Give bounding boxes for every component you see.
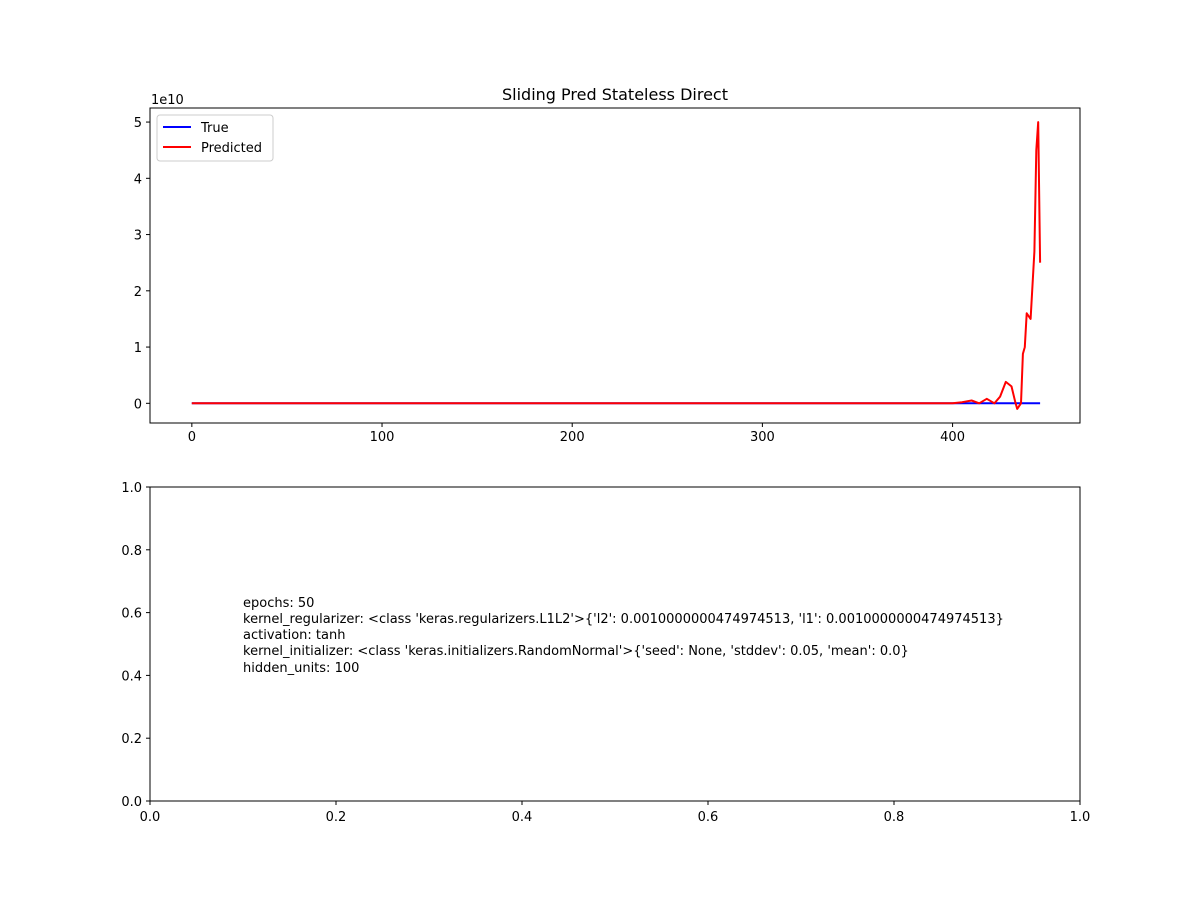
y-tick-label: 0.6 <box>121 607 142 622</box>
chart-title: Sliding Pred Stateless Direct <box>502 85 728 104</box>
y-tick-label: 0.2 <box>121 732 142 747</box>
bottom-y-ticks: 0.0 0.2 0.4 0.6 0.8 1.0 <box>121 481 150 810</box>
y-tick-label: 2 <box>134 285 142 300</box>
y-tick-label: 1 <box>134 341 142 356</box>
y-tick-label: 4 <box>134 172 142 187</box>
y-tick-label: 5 <box>134 116 142 131</box>
bottom-axes-frame <box>149 486 1081 802</box>
y-tick-label: 1.0 <box>121 481 142 496</box>
note-line: epochs: 50 <box>243 596 314 611</box>
x-tick-label: 0.8 <box>884 810 905 825</box>
x-tick-label: 100 <box>370 430 395 445</box>
bottom-x-ticks: 0.0 0.2 0.4 0.6 0.8 1.0 <box>140 801 1091 825</box>
note-line: kernel_regularizer: <class 'keras.regula… <box>243 612 1004 627</box>
y-tick-label: 0.0 <box>121 795 142 810</box>
legend: True Predicted <box>156 114 274 162</box>
x-tick-label: 400 <box>940 430 965 445</box>
legend-label-predicted: Predicted <box>201 141 262 156</box>
note-line: activation: tanh <box>243 628 345 643</box>
x-tick-label: 200 <box>560 430 585 445</box>
x-tick-label: 0.4 <box>512 810 533 825</box>
legend-label-true: True <box>200 121 229 136</box>
x-tick-label: 0.2 <box>326 810 347 825</box>
x-tick-label: 300 <box>750 430 775 445</box>
top-series-group <box>191 121 1042 410</box>
y-tick-label: 0 <box>134 397 142 412</box>
x-tick-label: 0.6 <box>698 810 719 825</box>
x-tick-label: 1.0 <box>1070 810 1091 825</box>
parameter-notes: epochs: 50 kernel_regularizer: <class 'k… <box>243 596 1004 676</box>
x-tick-label: 0 <box>188 430 196 445</box>
x-tick-label: 0.0 <box>140 810 161 825</box>
y-tick-label: 0.8 <box>121 544 142 559</box>
top-chart: Sliding Pred Stateless Direct 1e10 0 100 2… <box>134 85 1081 445</box>
y-offset-label: 1e10 <box>151 93 184 108</box>
top-y-ticks: 0 1 2 3 4 5 <box>134 116 150 412</box>
series-line-predicted <box>191 121 1042 410</box>
top-x-ticks: 0 100 200 300 400 <box>188 423 965 445</box>
top-axes-frame <box>149 107 1081 424</box>
y-tick-label: 3 <box>134 229 142 244</box>
note-line: hidden_units: 100 <box>243 661 359 676</box>
y-tick-label: 0.4 <box>121 669 142 684</box>
note-line: kernel_initializer: <class 'keras.initia… <box>243 644 909 659</box>
bottom-chart: 0.0 0.2 0.4 0.6 0.8 1.0 0.0 0.2 0.4 0.6 0.8 1.0 ep… <box>121 481 1090 825</box>
